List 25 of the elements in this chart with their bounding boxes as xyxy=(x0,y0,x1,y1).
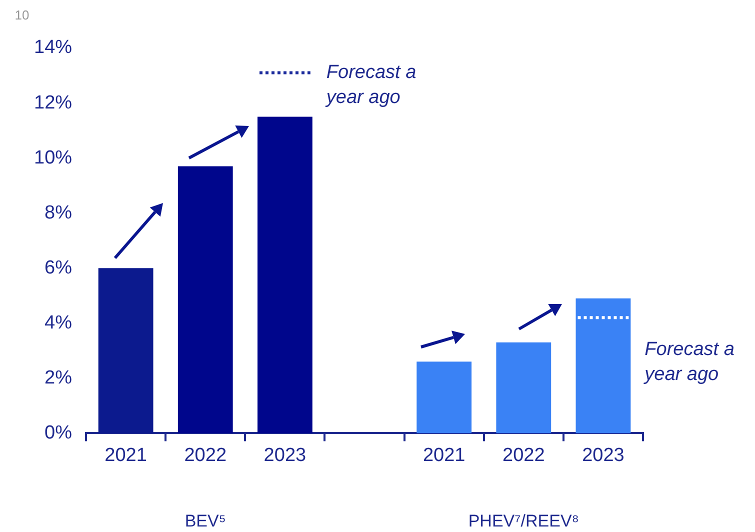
ref-line-label: Forecast a year ago xyxy=(642,338,734,385)
x-tick-label: 2022 xyxy=(502,444,545,466)
y-tick-label: 10% xyxy=(34,147,72,168)
x-tick-label: 2023 xyxy=(264,444,306,466)
y-tick-label: 0% xyxy=(44,422,72,444)
y-tick-label: 8% xyxy=(44,202,72,224)
text: 10 xyxy=(14,8,30,23)
bar xyxy=(496,342,552,434)
text: PHEV⁷/REEV⁸ xyxy=(468,512,579,531)
y-tick-label: 6% xyxy=(44,257,72,278)
x-tick-label: 2021 xyxy=(104,444,147,466)
y-tick-label: 2% xyxy=(44,367,72,388)
text: BEV⁵ xyxy=(184,512,226,531)
bar xyxy=(416,362,472,434)
bar xyxy=(178,166,233,434)
bar xyxy=(576,298,631,434)
x-tick-label: 2021 xyxy=(422,444,466,466)
y-tick-label: 4% xyxy=(44,312,72,334)
bar xyxy=(98,268,154,434)
x-tick-label: 2023 xyxy=(582,444,624,466)
ref-line-label: Forecast a year ago xyxy=(324,62,416,108)
x-tick-label: 2022 xyxy=(184,444,227,466)
bar xyxy=(257,116,312,434)
y-tick-label: 14% xyxy=(34,37,72,58)
y-tick-label: 12% xyxy=(34,92,72,114)
